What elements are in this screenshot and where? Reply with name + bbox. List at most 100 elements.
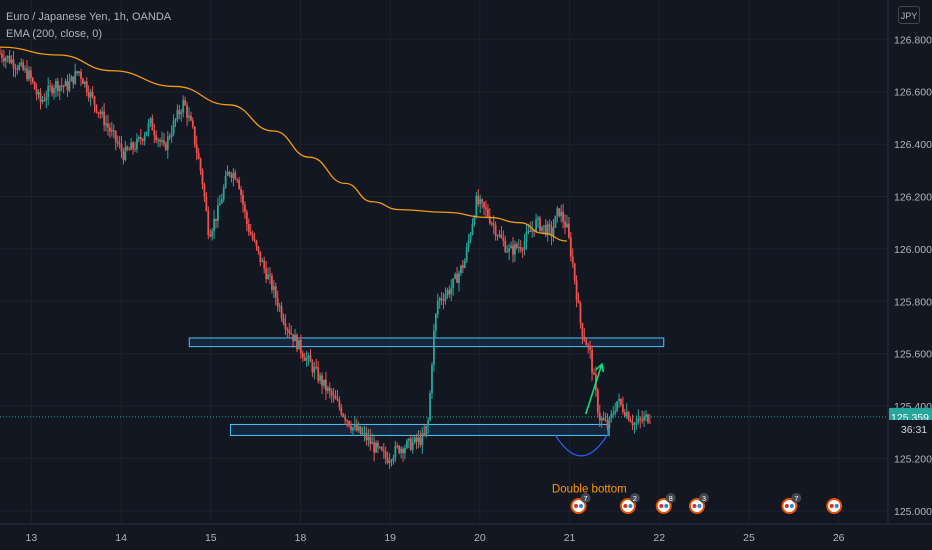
candle-body: [37, 92, 40, 95]
candle-body: [566, 223, 568, 228]
economic-event-marker[interactable]: 3: [688, 493, 709, 514]
price-tick-label: 125.000: [894, 506, 932, 518]
currency-button[interactable]: JPY: [898, 6, 920, 24]
candle-body: [99, 112, 102, 115]
double-bottom-label[interactable]: Double bottom: [552, 484, 627, 496]
candle-body: [529, 230, 532, 232]
candle-body: [382, 450, 385, 452]
candle-body: [271, 275, 273, 290]
candle-body: [180, 112, 183, 114]
candle-body: [338, 400, 341, 408]
candle-body: [348, 420, 350, 427]
price-zone[interactable]: [230, 423, 609, 436]
candle-body: [319, 375, 322, 381]
economic-event-marker[interactable]: 8: [655, 493, 676, 514]
candle-body: [637, 418, 640, 423]
candle-body: [72, 76, 75, 84]
candle-body: [66, 80, 69, 91]
candle-body: [625, 412, 628, 417]
candle-body: [598, 412, 601, 421]
economic-event-marker[interactable]: [826, 498, 843, 514]
event-count-label: 8: [669, 494, 673, 503]
candle-body: [504, 241, 507, 252]
candle-body: [41, 100, 44, 102]
candle-body: [446, 290, 449, 295]
candle-body: [95, 104, 98, 112]
candle-body: [176, 109, 179, 120]
candle-body: [288, 329, 291, 333]
event-face: [783, 500, 796, 512]
candle-body: [469, 234, 472, 241]
candle-body: [215, 218, 217, 221]
candle-body: [527, 230, 530, 233]
candle-body: [31, 78, 34, 83]
candle-body: [334, 395, 337, 400]
candle-body: [517, 246, 520, 248]
flag-icon: [829, 504, 834, 508]
candle-body: [70, 76, 73, 82]
economic-event-marker[interactable]: 7: [570, 493, 591, 514]
time-axis[interactable]: 13 14 15 18 19 20 21 22 25 26: [26, 532, 845, 544]
candle-body: [151, 118, 154, 131]
candle-body: [317, 367, 320, 381]
indicator-title[interactable]: EMA (200, close, 0): [6, 28, 102, 40]
candle-body: [282, 317, 285, 324]
candle-body: [371, 442, 374, 445]
candle-body: [130, 142, 133, 150]
event-face: [621, 500, 634, 512]
candle-body: [43, 100, 46, 102]
candle-body: [276, 297, 279, 307]
candle-body: [384, 451, 387, 459]
candle-body: [80, 71, 82, 79]
candle-body: [263, 260, 266, 269]
candle-body: [33, 82, 36, 90]
candle-body: [164, 143, 167, 150]
up-arrow-line[interactable]: [584, 363, 603, 415]
candle-body: [423, 432, 426, 435]
candle-body: [110, 130, 113, 132]
event-face: [828, 500, 841, 512]
candle-body: [286, 329, 289, 331]
candle-body: [232, 172, 235, 178]
price-tick-label: 125.800: [894, 296, 932, 308]
candle-body: [571, 256, 574, 264]
candle-body: [616, 401, 619, 411]
candle-body: [485, 207, 487, 209]
candle-body: [174, 119, 177, 121]
candle-body: [26, 68, 28, 80]
candle-body: [614, 410, 617, 414]
candle-body: [481, 199, 484, 203]
candle-body: [107, 123, 109, 128]
candle-body: [139, 137, 142, 140]
candle-body: [433, 330, 435, 365]
candle-body: [510, 245, 512, 249]
price-tick-label: 126.000: [894, 244, 932, 256]
candle-body: [207, 210, 210, 236]
candle-body: [35, 89, 38, 95]
candle-body: [556, 208, 559, 216]
candle-body: [587, 345, 590, 347]
economic-event-marker[interactable]: 2: [619, 493, 640, 514]
event-count-badge: [629, 493, 640, 503]
economic-event-marker[interactable]: 7: [781, 493, 802, 514]
time-tick-label: 14: [115, 532, 127, 544]
candle-body: [639, 418, 642, 420]
symbol-title[interactable]: Euro / Japanese Yen, 1h, OANDA: [6, 11, 172, 23]
candle-body: [585, 340, 588, 346]
candle-body: [363, 432, 366, 434]
candle-body: [602, 417, 605, 420]
candle-body: [261, 260, 264, 263]
candle-body: [631, 422, 634, 426]
candle-body: [49, 85, 52, 87]
price-axis[interactable]: 125.000125.200125.400125.600125.800126.0…: [894, 34, 932, 518]
double-bottom-arc[interactable]: [554, 434, 608, 457]
candle-body: [336, 399, 339, 401]
candle-body: [589, 345, 592, 350]
candle-body: [558, 208, 561, 217]
candle-body: [525, 232, 528, 242]
price-zone[interactable]: [188, 337, 665, 348]
candle-body: [627, 412, 630, 421]
candle-body: [24, 68, 26, 70]
candle-body: [404, 447, 406, 454]
